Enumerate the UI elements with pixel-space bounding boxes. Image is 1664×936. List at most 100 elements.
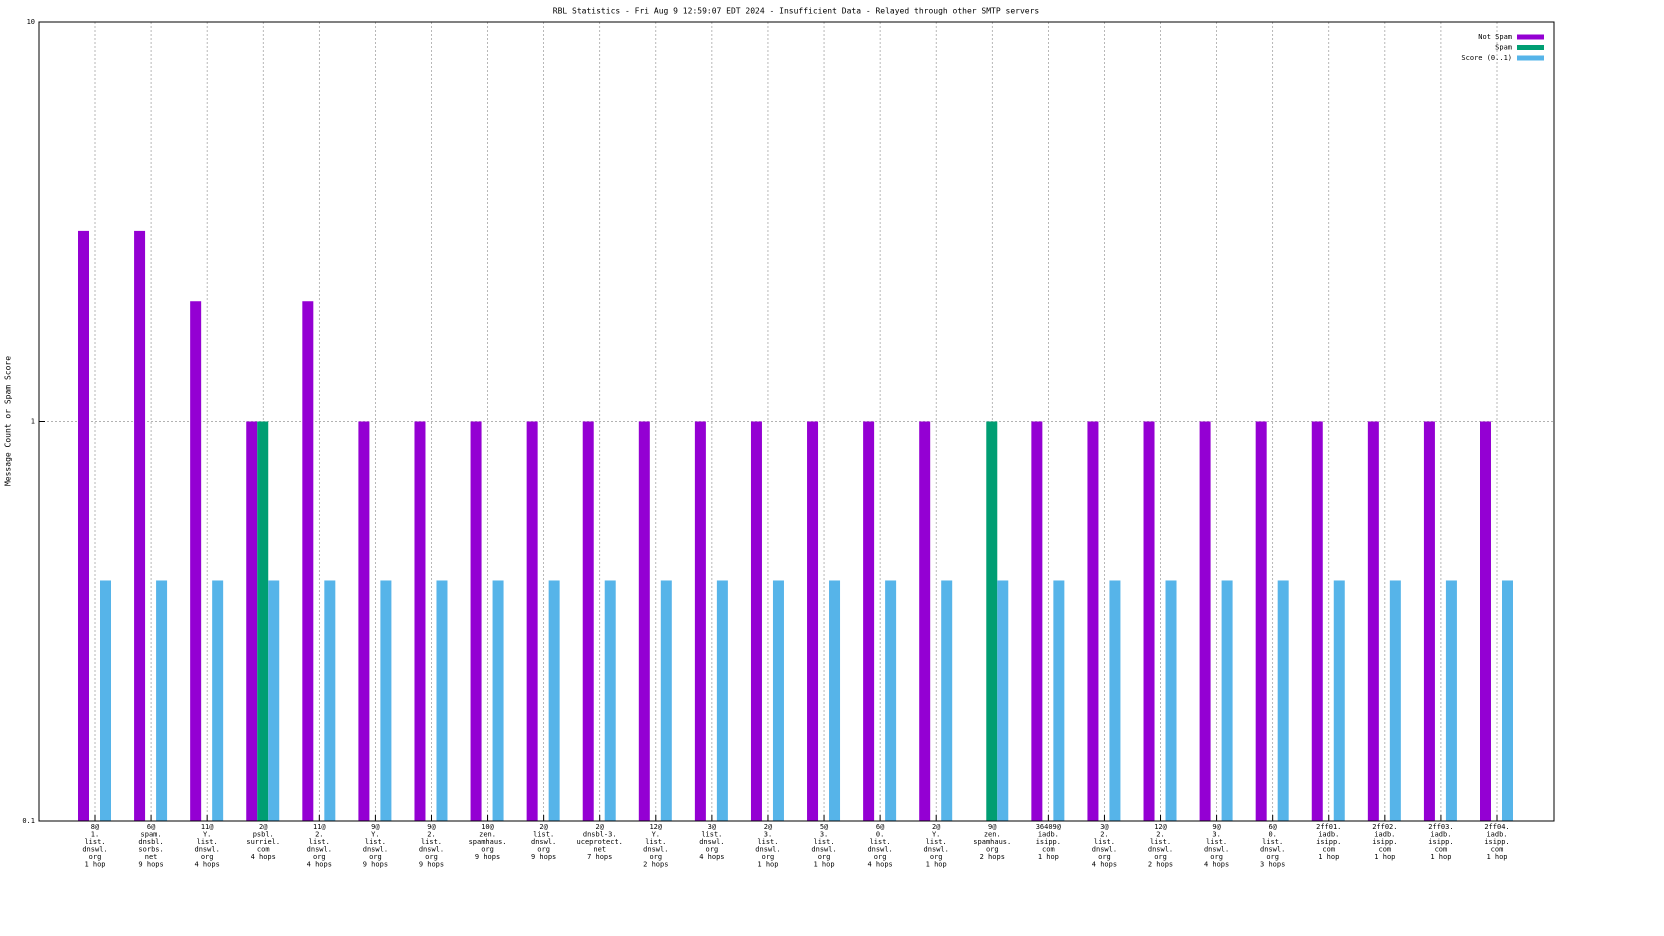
legend-swatch: [1517, 34, 1544, 40]
x-tick-label: 1 hop: [1486, 853, 1507, 861]
x-tick-label: 1.: [91, 831, 99, 839]
x-tick-label: Y.: [652, 831, 660, 839]
bar: [257, 421, 269, 821]
bar: [212, 580, 224, 821]
bar: [1031, 421, 1043, 821]
x-tick-label: 4 hops: [195, 861, 220, 869]
x-tick-label: 5@: [820, 823, 829, 831]
bar: [1480, 421, 1491, 821]
bar: [1423, 421, 1435, 821]
bar: [941, 580, 953, 821]
x-tick-label: 2@: [932, 823, 941, 831]
bar: [919, 421, 931, 821]
x-tick-label: dnswl.: [195, 846, 220, 854]
bar: [268, 580, 280, 821]
x-tick-label: org: [537, 846, 550, 854]
x-tick-label: spamhaus.: [469, 838, 507, 846]
x-tick-label: 4 hops: [1204, 861, 1229, 869]
x-tick-label: isipp.: [1484, 838, 1509, 846]
x-tick-label: list.: [1150, 838, 1171, 846]
bar: [1277, 580, 1289, 821]
x-tick-label: 9 hops: [475, 853, 500, 861]
bar: [750, 421, 762, 821]
bar: [1109, 580, 1121, 821]
x-tick-label: 4 hops: [867, 861, 892, 869]
x-tick-label: list.: [1094, 838, 1115, 846]
y-tick-label: 0.1: [22, 817, 35, 825]
bar: [1087, 421, 1099, 821]
x-tick-label: org: [1154, 853, 1167, 861]
x-tick-label: list.: [365, 838, 386, 846]
x-tick-label: isipp.: [1036, 838, 1061, 846]
x-tick-label: Y.: [203, 831, 211, 839]
y-tick-label: 1: [31, 418, 35, 426]
x-tick-label: org: [762, 853, 775, 861]
x-tick-label: 2.: [427, 831, 435, 839]
x-tick-label: 1 hop: [926, 861, 947, 869]
bar: [716, 580, 728, 821]
plot-border: [38, 21, 1555, 822]
x-tick-label: list.: [84, 838, 105, 846]
x-tick-label: 1 hop: [814, 861, 835, 869]
x-tick-label: isipp.: [1372, 838, 1397, 846]
bar: [548, 580, 560, 821]
x-tick-label: 1 hop: [757, 861, 778, 869]
y-tick-label: 10: [27, 18, 35, 26]
bar: [829, 580, 841, 821]
bar: [604, 580, 616, 821]
x-tick-label: 9@: [371, 823, 380, 831]
chart-title: RBL Statistics - Fri Aug 9 12:59:07 EDT …: [553, 7, 1040, 16]
x-tick-label: spamhaus.: [973, 838, 1011, 846]
bar: [997, 580, 1009, 821]
x-tick-label: 2@: [596, 823, 605, 831]
x-tick-label: Y.: [371, 831, 379, 839]
x-tick-label: 9@: [427, 823, 436, 831]
x-tick-label: 8@: [91, 823, 100, 831]
x-tick-label: org: [1098, 853, 1111, 861]
x-tick-label: com: [1491, 846, 1504, 854]
x-tick-label: list.: [645, 838, 666, 846]
x-tick-label: uceprotect.: [577, 838, 623, 846]
x-tick-label: 1 hop: [1374, 853, 1395, 861]
bar: [660, 580, 672, 821]
x-tick-label: 1 hop: [1430, 853, 1451, 861]
bar: [78, 230, 89, 821]
bar: [772, 580, 784, 821]
bar: [1143, 421, 1155, 821]
x-tick-label: org: [930, 853, 943, 861]
x-tick-label: 9 hops: [419, 861, 444, 869]
x-tick-label: 7 hops: [587, 853, 612, 861]
x-tick-label: com: [1435, 846, 1448, 854]
bar: [1367, 421, 1379, 821]
x-tick-label: dnswl.: [419, 846, 444, 854]
bar: [1311, 421, 1323, 821]
bar: [1502, 580, 1513, 821]
x-tick-label: 9@: [988, 823, 997, 831]
x-tick-label: list.: [309, 838, 330, 846]
legend-swatch: [1517, 45, 1544, 50]
x-tick-label: dnswl.: [643, 846, 668, 854]
x-tick-label: dnswl.: [755, 846, 780, 854]
bar: [324, 580, 336, 821]
x-tick-label: org: [369, 853, 382, 861]
x-tick-label: 4 hops: [699, 853, 724, 861]
x-tick-label: 9 hops: [531, 853, 556, 861]
x-tick-label: 2@: [259, 823, 268, 831]
x-tick-label: dnswl.: [1204, 846, 1229, 854]
x-tick-label: dnswl.: [531, 838, 556, 846]
x-tick-label: zen.: [479, 831, 496, 839]
x-tick-label: 2@: [764, 823, 773, 831]
x-tick-label: 2.: [315, 831, 323, 839]
x-tick-label: org: [706, 846, 719, 854]
x-tick-label: 4 hops: [251, 853, 276, 861]
x-tick-label: 2 hops: [643, 861, 668, 869]
bar: [638, 421, 650, 821]
legend-label: Score (0..1): [1461, 54, 1512, 62]
x-tick-label: isipp.: [1428, 838, 1453, 846]
bar: [1199, 421, 1211, 821]
bar: [470, 421, 482, 821]
x-tick-label: 6@: [1268, 823, 1277, 831]
x-tick-label: list.: [533, 831, 554, 839]
x-tick-label: dnswl.: [82, 846, 107, 854]
